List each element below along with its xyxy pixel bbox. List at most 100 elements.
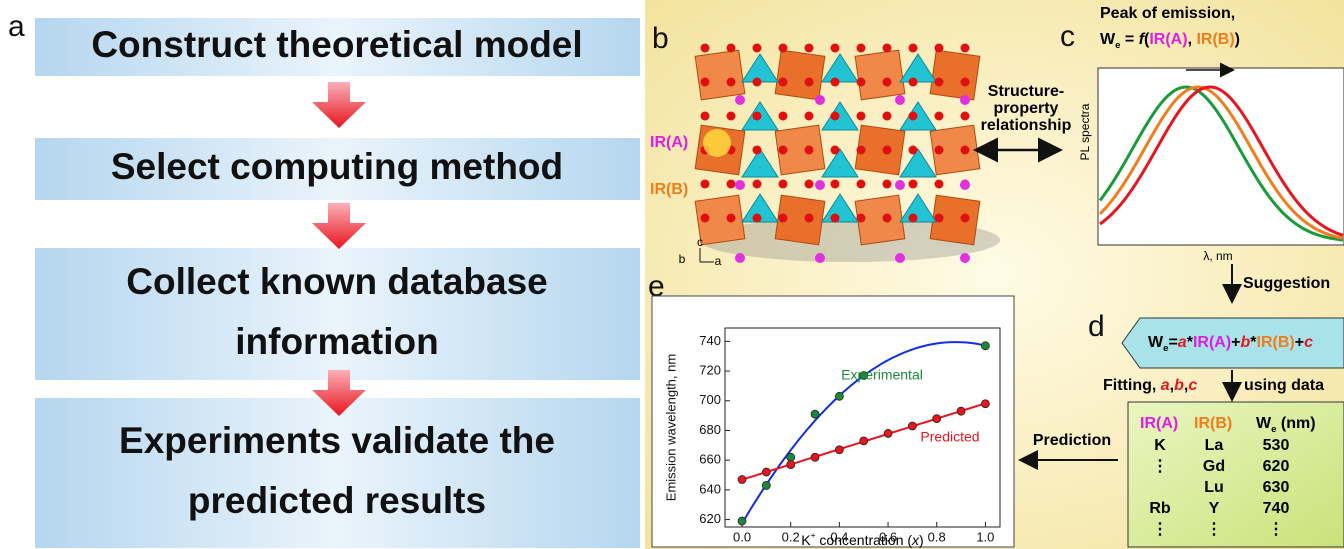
text-segment: concentration ( [816,532,913,548]
text-segment: IR(B) [1194,415,1232,432]
step-text: Select computing method [111,146,563,187]
series-label: Predicted [920,429,979,445]
x-tick-label: 1.0 [976,529,994,544]
atom-o [753,146,762,155]
atom-o [935,214,944,223]
atom-o [883,78,892,87]
axis-label: a [715,254,722,268]
atom-cation [895,95,905,105]
atom-o [779,180,788,189]
table-cell: 530 [1263,437,1290,454]
atom-o [779,44,788,53]
atom-o [701,180,710,189]
atom-o [883,214,892,223]
atom-o [857,146,866,155]
atom-o [701,78,710,87]
panel-label: a [8,10,25,43]
atom-o [961,44,970,53]
table-cell: ⋮ [1268,521,1284,538]
y-tick-label: 720 [699,363,721,378]
x-tick-label: 0.0 [733,529,751,544]
panel-label: d [1088,310,1105,343]
atom-o [935,180,944,189]
atom-o [701,214,710,223]
y-tick-label: 740 [699,333,721,348]
step-text: Experiments validate the [119,420,555,461]
x-tick-label: 0.8 [928,529,946,544]
atom-o [935,112,944,121]
using: using data [1244,377,1324,394]
atom-o [935,44,944,53]
atom-o [961,146,970,155]
y-tick-label: 620 [699,511,721,526]
atom-o [753,214,762,223]
atom-o [883,180,892,189]
site-glow [703,129,731,157]
table-cell: Y [1209,500,1220,517]
data-point [738,475,746,483]
text-segment: ) [919,532,924,548]
site-b: IR(B) [650,181,688,198]
table-header: IR(B) [1194,415,1232,432]
text-segment: c [1304,334,1313,351]
atom-o [779,78,788,87]
table-cell: Rb [1149,500,1171,517]
table-cell: ⋮ [1206,521,1222,538]
polyhedron [695,50,745,100]
data-point [981,400,989,408]
relation-text: Structure- [988,83,1064,100]
atom-o [857,112,866,121]
text-segment: W [1148,334,1164,351]
text-segment: (nm) [1276,415,1315,432]
atom-o [831,214,840,223]
text-segment: a [1178,334,1187,351]
atom-cation [815,95,825,105]
step-text: predicted results [188,480,486,521]
series-label: Experimental [841,367,923,383]
data-point [981,342,989,350]
table-cell: ⋮ [1152,458,1168,475]
atom-o [909,180,918,189]
atom-o [831,78,840,87]
title: Peak of emission, [1100,5,1235,22]
atom-o [831,44,840,53]
atom-cation [735,95,745,105]
x-axis-label: K+ concentration (x) [801,530,923,547]
text-segment: a [1161,377,1170,394]
x-axis-label: λ, nm [1203,249,1232,263]
axis-label: b [679,252,686,266]
atom-o [727,180,736,189]
x-tick-label: 0.2 [782,529,800,544]
data-point [811,410,819,418]
atom-cation [960,95,970,105]
atom-o [935,78,944,87]
atom-o [831,146,840,155]
atom-o [805,146,814,155]
text-segment: + [1295,334,1304,351]
down-arrow [312,203,366,249]
atom-o [779,112,788,121]
atom-o [701,112,710,121]
text-segment: b [1174,377,1184,394]
title: We = f(IR(A), IR(B)) [1100,31,1240,51]
prediction: Prediction [1033,432,1111,449]
atom-o [701,44,710,53]
atom-o [961,214,970,223]
data-point [884,429,892,437]
atom-o [909,78,918,87]
polyhedron [775,50,825,100]
y-axis-label: PL spectra [1078,103,1092,160]
table-cell: K [1154,437,1166,454]
atom-o [779,146,788,155]
text-segment: + [1231,334,1240,351]
text-segment: = [1120,31,1138,48]
down-arrow [312,82,366,128]
data-point [908,422,916,430]
data-point [957,407,965,415]
atom-cation [960,253,970,263]
text-segment: IR(B) [1257,334,1295,351]
atom-o [805,78,814,87]
table-cell: Lu [1204,479,1224,496]
data-point [811,453,819,461]
